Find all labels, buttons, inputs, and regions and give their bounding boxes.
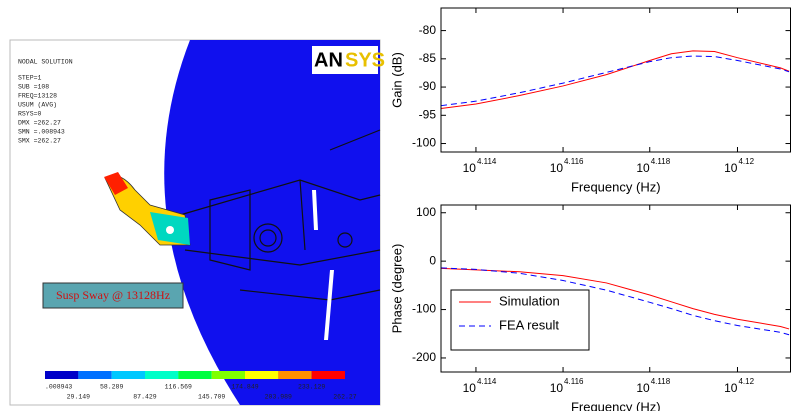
colorbar-label: 203.989 [265,394,292,401]
colorbar-label: 174.849 [231,384,258,391]
figure: NODAL SOLUTION STEP=1 SUB =108 FREQ=1312… [0,0,791,411]
x-tick-label: 10 [636,161,650,175]
x-tick-label: 10 [724,381,738,395]
y-tick-label: 100 [416,205,436,219]
x-tick-label: 10 [724,161,738,175]
y-tick-label: -95 [419,107,437,121]
fea-header: NODAL SOLUTION [18,59,73,66]
y-axis-label: Gain (dB) [389,52,404,108]
caption: Susp Sway @ 13128Hz [56,288,170,302]
y-tick-label: 0 [429,253,436,267]
x-tick-exponent: 4.118 [651,157,671,166]
fea-info: RSYS=0 [18,111,42,118]
y-tick-label: -100 [412,302,436,316]
y-tick-label: -80 [419,23,437,37]
y-tick-label: -200 [412,350,436,364]
slider-hole [166,226,174,234]
x-tick-exponent: 4.114 [477,377,497,386]
colorbar-label: 29.149 [67,394,91,401]
y-axis-label: Phase (degree) [389,244,404,334]
x-axis-label: Frequency (Hz) [571,179,661,194]
fea-info: FREQ=13128 [18,93,57,100]
x-tick-label: 10 [550,161,564,175]
colorbar-label: 116.569 [165,384,192,391]
x-tick-exponent: 4.114 [477,157,497,166]
colorbar-label: 233.129 [298,384,325,391]
x-tick-label: 10 [463,161,477,175]
y-tick-label: -90 [419,79,437,93]
legend-label: Simulation [499,293,560,308]
logo: AN [314,49,343,71]
colorbar-label: 262.27 [333,394,357,401]
x-tick-exponent: 4.118 [651,377,671,386]
colorbar [45,371,345,379]
x-axis-label: Frequency (Hz) [571,399,661,411]
y-tick-label: -100 [412,136,436,150]
fea-info: SMN =.008943 [18,129,65,136]
colorbar-label: .008943 [45,384,72,391]
fea-info: DMX =262.27 [18,120,61,127]
fea-panel: NODAL SOLUTION STEP=1 SUB =108 FREQ=1312… [10,40,385,405]
colorbar-label: 145.709 [198,394,225,401]
fea-info: STEP=1 [18,75,42,82]
fea-info: SUB =108 [18,84,49,91]
fea-info: USUM (AVG) [18,102,57,109]
x-tick-label: 10 [636,381,650,395]
legend-label: FEA result [499,317,559,332]
x-tick-label: 10 [463,381,477,395]
plot-area [441,8,791,152]
x-tick-exponent: 4.116 [564,377,584,386]
y-tick-label: -85 [419,51,437,65]
x-tick-label: 10 [550,381,564,395]
x-tick-exponent: 4.12 [738,377,754,386]
colorbar-label: 58.289 [100,384,124,391]
x-tick-exponent: 4.12 [738,157,754,166]
fea-info: SMX =262.27 [18,138,61,145]
colorbar-label: 87.429 [133,394,157,401]
x-tick-exponent: 4.116 [564,157,584,166]
logo: SYS [345,49,385,71]
